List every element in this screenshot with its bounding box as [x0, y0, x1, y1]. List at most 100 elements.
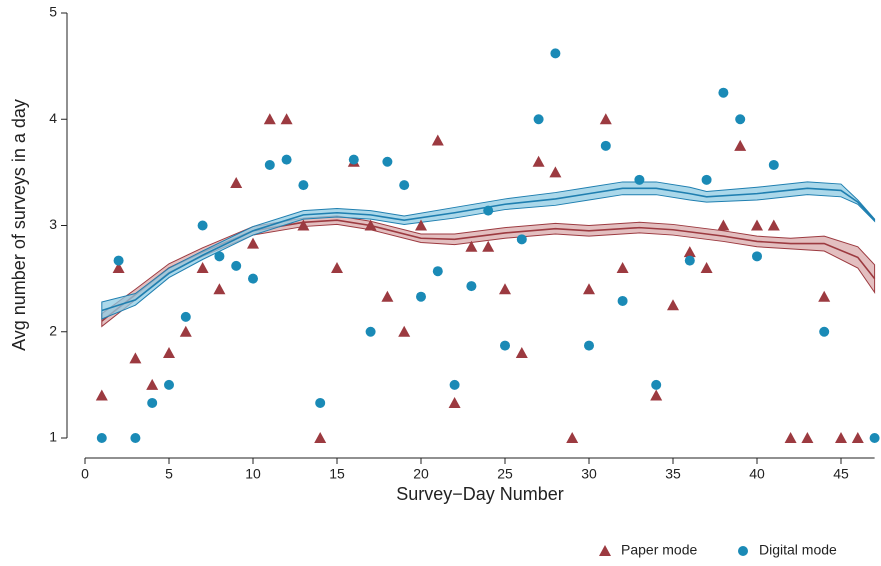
point	[197, 220, 208, 231]
point	[700, 262, 713, 273]
point	[112, 262, 125, 273]
confidence-band	[101, 181, 876, 320]
point	[281, 154, 292, 165]
point	[331, 262, 343, 273]
y-tick-label: 2	[49, 322, 57, 338]
point	[617, 295, 628, 306]
point	[550, 48, 561, 59]
point	[431, 134, 444, 146]
point	[147, 397, 158, 408]
point	[500, 340, 510, 351]
point	[448, 396, 461, 408]
point	[819, 326, 830, 337]
point	[801, 432, 814, 443]
point	[752, 251, 762, 262]
point	[96, 433, 107, 443]
x-tick-label: 10	[245, 466, 261, 482]
point	[784, 432, 797, 443]
point	[179, 325, 192, 337]
point	[767, 219, 780, 231]
point	[382, 156, 393, 167]
point	[398, 325, 411, 337]
point	[465, 240, 478, 252]
point	[482, 240, 495, 252]
legend-label: Paper mode	[621, 542, 697, 558]
point	[348, 154, 359, 165]
point	[701, 174, 712, 185]
point	[768, 159, 779, 170]
point	[113, 255, 124, 266]
point	[735, 114, 746, 125]
x-tick-label: 0	[81, 466, 89, 482]
point	[718, 87, 729, 98]
x-tick-label: 15	[329, 466, 345, 482]
point	[298, 180, 309, 191]
point	[533, 114, 544, 125]
point	[818, 290, 831, 302]
fit-line	[101, 219, 876, 322]
point	[667, 299, 679, 311]
point	[231, 260, 242, 271]
point	[213, 283, 226, 295]
point	[449, 379, 460, 390]
y-tick-label: 5	[49, 4, 57, 20]
y-tick-label: 1	[49, 429, 57, 445]
point	[483, 205, 494, 216]
point	[549, 166, 562, 178]
point	[415, 219, 427, 231]
point	[248, 273, 258, 284]
x-tick-label: 20	[413, 466, 429, 482]
point	[684, 255, 695, 266]
point	[416, 291, 426, 302]
legend-marker	[738, 546, 748, 556]
point	[600, 140, 611, 151]
point	[130, 433, 141, 443]
legend-marker	[599, 545, 611, 556]
point	[247, 237, 259, 249]
point	[214, 251, 225, 262]
x-tick-label: 35	[665, 466, 681, 482]
point	[314, 432, 327, 443]
point	[381, 290, 394, 302]
point	[566, 432, 579, 443]
point	[616, 262, 629, 273]
point	[584, 340, 594, 351]
point	[751, 219, 763, 231]
point	[734, 139, 747, 151]
point	[499, 283, 511, 295]
point	[230, 177, 243, 188]
point	[717, 219, 730, 231]
point	[146, 378, 159, 390]
point	[365, 326, 376, 337]
point	[516, 234, 527, 245]
x-tick-label: 5	[165, 466, 173, 482]
point	[196, 262, 209, 273]
point	[869, 433, 880, 443]
point	[683, 246, 696, 258]
point	[651, 379, 662, 390]
point	[315, 397, 326, 408]
point	[163, 347, 175, 358]
y-tick-label: 3	[49, 216, 57, 232]
y-tick-label: 4	[49, 110, 57, 126]
point	[432, 266, 443, 277]
point	[466, 281, 477, 292]
y-axis-title: Avg number of surveys in a day	[9, 99, 29, 351]
point	[263, 113, 276, 125]
point	[634, 174, 645, 185]
point	[164, 379, 174, 390]
x-axis-title: Survey−Day Number	[396, 484, 564, 504]
point	[297, 219, 310, 231]
point	[280, 113, 293, 125]
point	[583, 283, 595, 295]
fit-line	[101, 187, 876, 312]
legend-label: Digital mode	[759, 542, 837, 558]
point	[650, 389, 663, 401]
point	[180, 311, 191, 322]
point	[95, 389, 108, 401]
point	[835, 432, 847, 443]
point	[399, 180, 410, 191]
point	[264, 159, 275, 170]
x-tick-label: 45	[833, 466, 849, 482]
